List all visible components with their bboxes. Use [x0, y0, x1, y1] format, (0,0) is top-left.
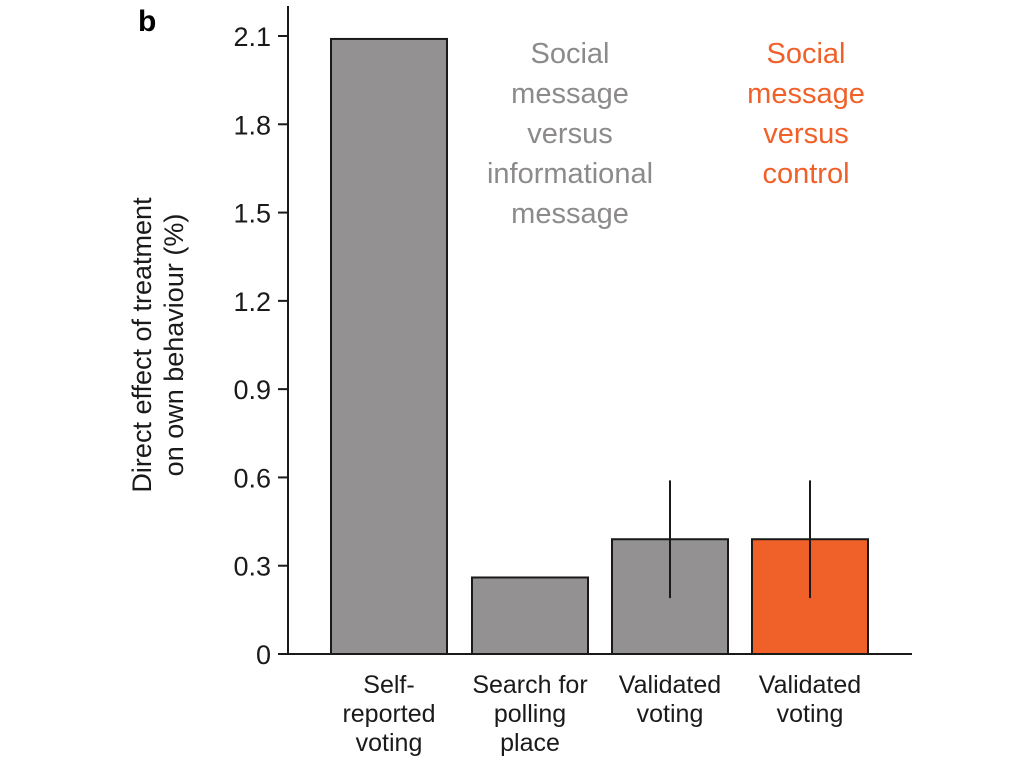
- group-label-line: versus: [527, 118, 612, 150]
- x-tick-label-line: Validated: [759, 671, 861, 699]
- x-tick-label-line: voting: [356, 729, 423, 757]
- group-label-line: informational: [487, 158, 653, 190]
- y-tick-label: 0: [256, 640, 271, 670]
- group-label: Social message versus control: [747, 38, 865, 190]
- x-tick-label-line: polling: [494, 700, 566, 728]
- x-tick-label-line: place: [500, 729, 560, 757]
- group-label-line: control: [762, 158, 849, 190]
- x-tick-label-line: Self-: [363, 671, 414, 699]
- group-label-line: versus: [763, 118, 848, 150]
- y-axis: 0 0.3 0.6 0.9 1.2 1.5 1.8 2.1: [233, 6, 289, 670]
- y-tick-label: 0.6: [233, 463, 271, 493]
- y-tick-label: 0.9: [233, 375, 271, 405]
- group-label: Social message versus informational message: [487, 38, 653, 230]
- group-labels: Social message versus informational messageS…: [487, 38, 865, 230]
- group-label-line: Social: [767, 38, 846, 70]
- y-tick-label: 1.8: [233, 110, 271, 140]
- x-tick-label-line: reported: [342, 700, 435, 728]
- y-tick-label: 1.2: [233, 287, 271, 317]
- y-axis-label-group: Direct effect of treatmenton own behavio…: [127, 197, 189, 493]
- y-axis-label-line: on own behaviour (%): [159, 214, 189, 477]
- x-tick-label-line: Search for: [472, 671, 587, 699]
- y-tick-label: 2.1: [233, 22, 271, 52]
- x-tick-label: Validated voting: [619, 671, 721, 728]
- y-tick-label: 1.5: [233, 199, 271, 229]
- error-bars: [669, 480, 811, 599]
- group-label-line: message: [511, 198, 629, 230]
- x-tick-label-line: Validated: [619, 671, 721, 699]
- x-tick-label: Validated voting: [759, 671, 861, 728]
- y-axis-label-line: Direct effect of treatment: [127, 197, 157, 493]
- group-label-line: message: [747, 78, 865, 110]
- x-tick-label: Self-reported voting: [342, 671, 435, 757]
- x-tick-label-line: voting: [777, 700, 844, 728]
- bar: [330, 37, 448, 655]
- group-label-line: Social: [531, 38, 610, 70]
- x-tick-label: Search for polling place: [472, 671, 587, 757]
- x-tick-label-line: voting: [637, 700, 704, 728]
- panel-label: b: [138, 5, 156, 38]
- group-label-line: message: [511, 78, 629, 110]
- y-axis-label: Direct effect of treatmenton own behavio…: [127, 197, 189, 493]
- bar: [471, 576, 589, 655]
- y-tick-label: 0.3: [233, 552, 271, 582]
